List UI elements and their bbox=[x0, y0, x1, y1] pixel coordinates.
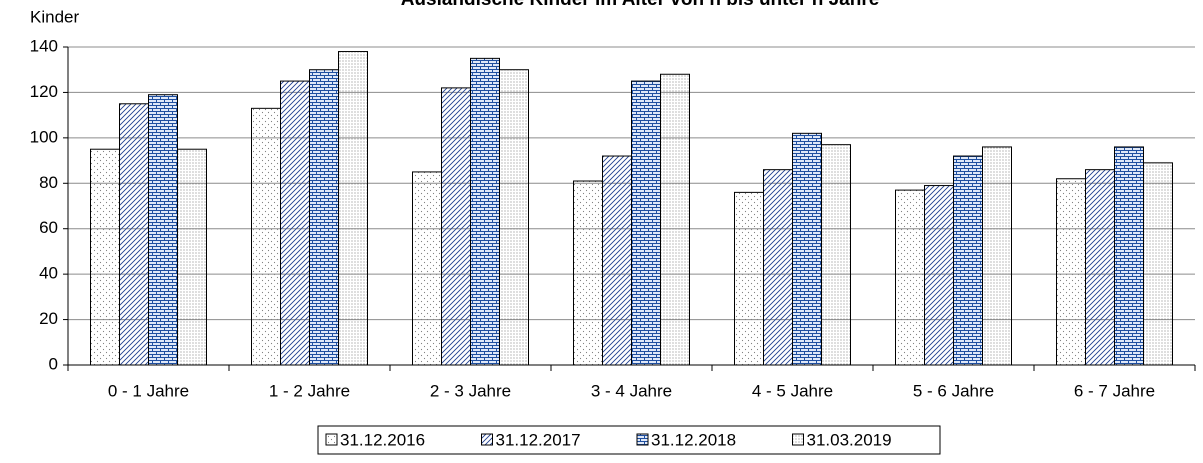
x-tick-label: 5 - 6 Jahre bbox=[913, 381, 994, 400]
bar bbox=[660, 73, 690, 366]
x-tick-label: 6 - 7 Jahre bbox=[1074, 381, 1155, 400]
legend-swatch bbox=[792, 433, 804, 446]
bar bbox=[953, 155, 983, 366]
legend-label: 31.12.2018 bbox=[651, 430, 736, 449]
x-tick-label: 0 - 1 Jahre bbox=[108, 381, 189, 400]
legend-swatch bbox=[481, 433, 493, 446]
bar bbox=[602, 155, 632, 366]
bar bbox=[1143, 162, 1173, 366]
x-tick-label: 2 - 3 Jahre bbox=[430, 381, 511, 400]
bar bbox=[309, 69, 339, 366]
bar bbox=[90, 148, 120, 366]
bar bbox=[895, 189, 925, 366]
bar bbox=[792, 132, 822, 366]
chart-title: Ausländische Kinder im Alter von n bis u… bbox=[401, 0, 880, 10]
bar bbox=[763, 169, 793, 366]
y-tick-label: 20 bbox=[39, 309, 58, 328]
bar bbox=[1114, 146, 1144, 366]
bar bbox=[280, 80, 310, 366]
bar bbox=[734, 191, 764, 366]
bar bbox=[119, 103, 149, 366]
bar bbox=[177, 148, 207, 366]
legend-label: 31.03.2019 bbox=[807, 430, 892, 449]
x-tick-label: 3 - 4 Jahre bbox=[591, 381, 672, 400]
bar bbox=[1085, 169, 1115, 366]
bar bbox=[412, 171, 442, 366]
legend-swatch bbox=[325, 433, 338, 446]
bar bbox=[338, 51, 368, 366]
legend-label: 31.12.2016 bbox=[340, 430, 425, 449]
y-tick-label: 100 bbox=[30, 127, 58, 146]
y-tick-label: 140 bbox=[30, 36, 58, 55]
bar bbox=[470, 57, 500, 366]
bar bbox=[1056, 178, 1086, 366]
y-tick-label: 0 bbox=[49, 354, 58, 373]
bar bbox=[924, 185, 954, 366]
bar bbox=[251, 107, 281, 366]
x-tick-label: 1 - 2 Jahre bbox=[269, 381, 350, 400]
bar bbox=[499, 69, 529, 366]
x-tick-label: 4 - 5 Jahre bbox=[752, 381, 833, 400]
bar bbox=[148, 94, 178, 366]
bar bbox=[982, 146, 1012, 366]
bar bbox=[441, 87, 471, 366]
y-tick-label: 120 bbox=[30, 82, 58, 101]
y-tick-label: 40 bbox=[39, 264, 58, 283]
legend-swatch bbox=[636, 433, 649, 446]
bar bbox=[573, 180, 603, 366]
y-axis-label: Kinder bbox=[30, 7, 79, 26]
legend-box bbox=[317, 425, 941, 455]
y-tick-label: 60 bbox=[39, 218, 58, 237]
bar bbox=[821, 144, 851, 366]
legend-label: 31.12.2017 bbox=[496, 430, 581, 449]
bar bbox=[631, 80, 661, 366]
y-tick-label: 80 bbox=[39, 173, 58, 192]
